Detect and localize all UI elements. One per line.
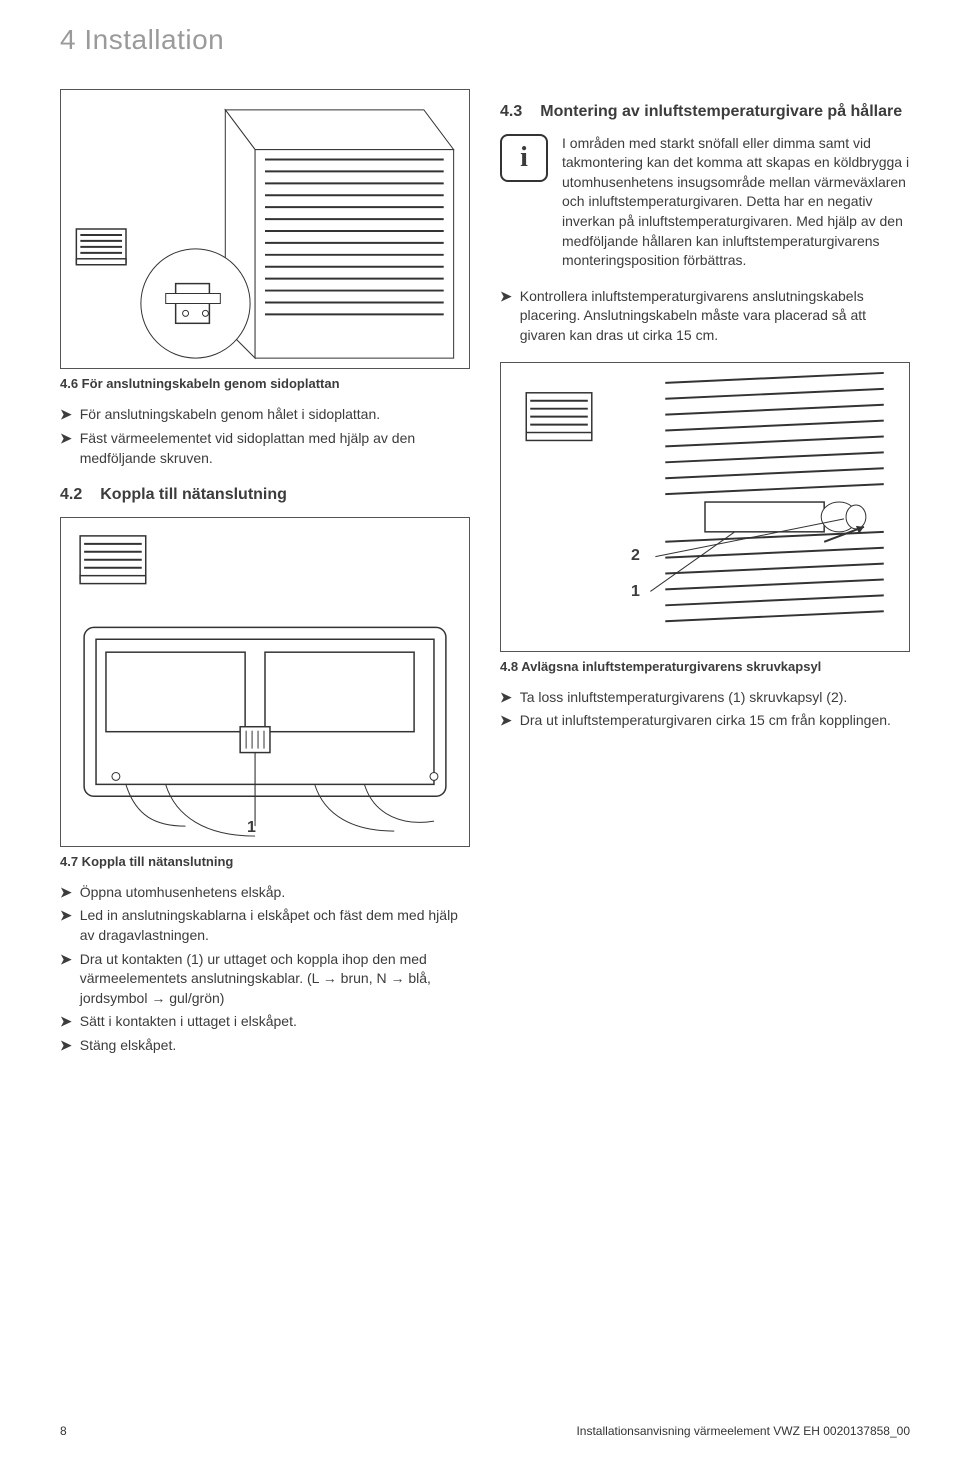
bullet-text: Sätt i kontakten i uttaget i elskåpet. (80, 1012, 470, 1032)
bullet-text: Led in anslutningskablarna i elskåpet oc… (80, 906, 470, 945)
page-number: 8 (60, 1423, 67, 1440)
arrow-icon: ➤ (60, 906, 72, 924)
arrow-icon: ➤ (500, 287, 512, 305)
bullet-text: Öppna utomhusenhetens elskåp. (80, 883, 470, 903)
arrow-icon: ➤ (500, 688, 512, 706)
section-4-3-title: 4.3 Montering av inluftstemperaturgivare… (500, 101, 910, 123)
bullet-text: Ta loss inluftstemperaturgivarens (1) sk… (520, 688, 910, 708)
figure-4-7: 1 (60, 517, 470, 847)
arrow-icon: ➤ (60, 883, 72, 901)
arrow-icon: ➤ (60, 950, 72, 968)
figure-4-6-caption: 4.6 För anslutningskabeln genom sidoplat… (60, 375, 470, 393)
section-heading: Koppla till nätanslutning (100, 484, 470, 506)
bullet-text: Fäst värmeelementet vid sidoplattan med … (80, 429, 470, 468)
bullet-text: Dra ut inluftstemperaturgivaren cirka 15… (520, 711, 910, 731)
arrow-icon: ➤ (60, 405, 72, 423)
figure-4-8-callout-2: 2 (631, 545, 640, 567)
section-number: 4.2 (60, 484, 82, 506)
bullet-list-4-7: ➤ Öppna utomhusenhetens elskåp. ➤ Led in a… (60, 883, 470, 1056)
figure-4-6 (60, 89, 470, 369)
figure-4-7-caption: 4.7 Koppla till nätanslutning (60, 853, 470, 871)
section-4-2-title: 4.2 Koppla till nätanslutning (60, 484, 470, 506)
arrow-icon: ➤ (60, 1012, 72, 1030)
bullet-list-after-info: ➤ Kontrollera inluftstemperaturgivarens … (500, 287, 910, 346)
info-note: i I områden med starkt snöfall eller dim… (500, 134, 910, 271)
bullet-text: Dra ut kontakten (1) ur uttaget och kopp… (80, 950, 470, 1009)
bullet-text: För anslutningskabeln genom hålet i sido… (80, 405, 470, 425)
info-icon-char: i (520, 138, 528, 177)
section-number: 4.3 (500, 101, 522, 123)
figure-4-8: 2 1 (500, 362, 910, 652)
info-text: I områden med starkt snöfall eller dimma… (562, 134, 910, 271)
arrow-icon: ➤ (60, 429, 72, 447)
figure-4-7-callout-1: 1 (247, 817, 256, 839)
chapter-number: 4 (60, 24, 76, 55)
bullet-text: Kontrollera inluftstemperaturgivarens an… (520, 287, 910, 346)
bullet-text: Stäng elskåpet. (80, 1036, 470, 1056)
figure-4-8-callout-1: 1 (631, 581, 640, 603)
bullet-list-4-8: ➤ Ta loss inluftstemperaturgivarens (1) s… (500, 688, 910, 731)
arrow-icon: ➤ (500, 711, 512, 729)
arrow-icon: ➤ (60, 1036, 72, 1054)
info-icon: i (500, 134, 548, 182)
bullet-list-4-6: ➤ För anslutningskabeln genom hålet i si… (60, 405, 470, 468)
chapter-header: 4 Installation (60, 20, 910, 59)
figure-4-8-caption: 4.8 Avlägsna inluftstemperaturgivarens s… (500, 658, 910, 676)
chapter-title: Installation (84, 24, 224, 55)
footer-doc-title: Installationsanvisning värmeelement VWZ … (576, 1423, 910, 1440)
page-footer: 8 Installationsanvisning värmeelement VW… (60, 1423, 910, 1440)
section-heading: Montering av inluftstemperaturgivare på … (540, 101, 910, 123)
